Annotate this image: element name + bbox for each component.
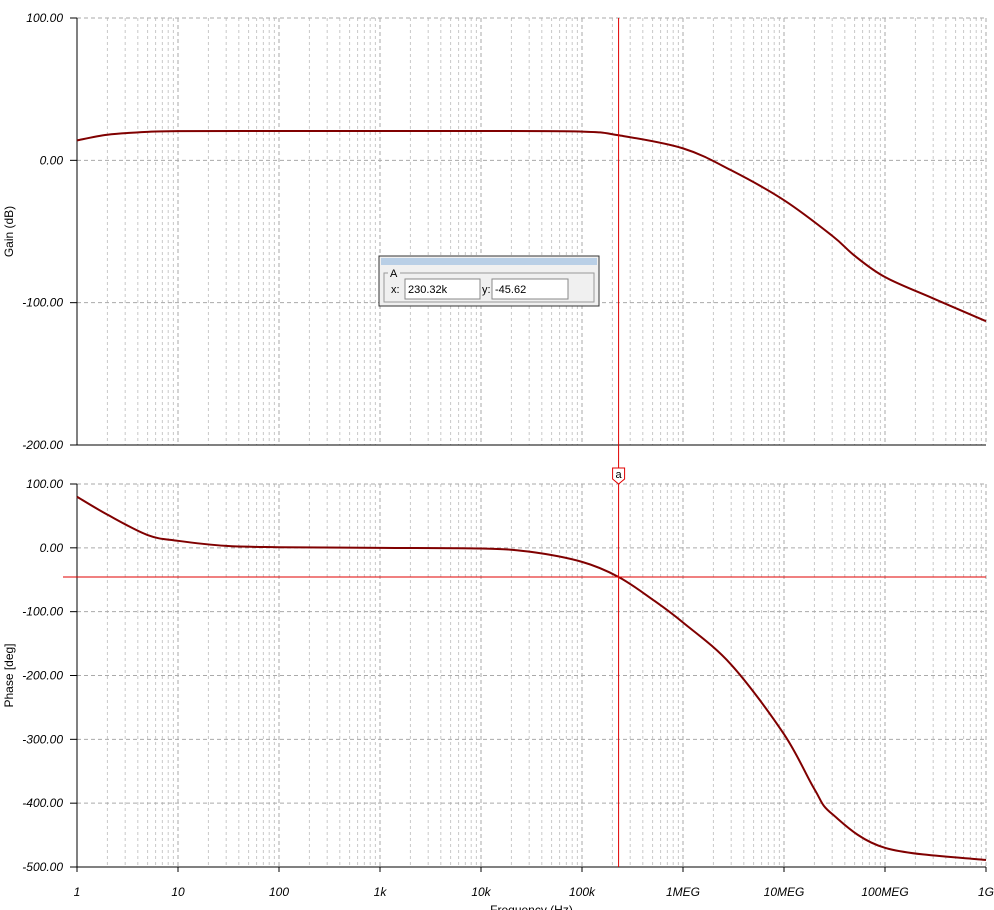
y-tick-label: -100.00 (22, 605, 63, 619)
readout-group-title: A (390, 268, 398, 280)
readout-y-value: -45.62 (495, 284, 526, 296)
y-tick-label: -300.00 (22, 732, 63, 746)
x-tick-label: 10MEG (764, 885, 805, 899)
plot-area: 1 10 100 1k 10k 100k 1MEG 10MEG 100MEG 1G 100.00 0.… (2, 477, 994, 910)
x-axis-label: Frequency (Hz) (490, 903, 573, 910)
y-tick-label: 0.00 (40, 153, 64, 167)
x-tick-label: 1 (74, 885, 81, 899)
y-tick-label: 100.00 (26, 477, 63, 491)
x-tick-label: 100MEG (861, 885, 908, 899)
x-tick-label: 100 (269, 885, 289, 899)
x-tick-label: 10 (171, 885, 185, 899)
y-axis-label: Phase [deg] (2, 643, 16, 707)
x-tick-label: 100k (569, 885, 596, 899)
x-tick-label: 10k (471, 885, 491, 899)
x-tick-label: 1MEG (666, 885, 700, 899)
y-tick-label: 0.00 (40, 541, 64, 555)
readout-y-field (491, 278, 569, 300)
y-tick-label: 100.00 (26, 11, 63, 25)
readout-x-field (404, 278, 481, 300)
readout-titlebar (381, 258, 597, 265)
plot-area: 100.00 0.00 -100.00 -200.00 Gain (dB) (2, 11, 987, 452)
readout-group-title-bg (388, 267, 400, 277)
cursor-marker (612, 467, 626, 485)
x-tick-label: 1k (374, 885, 388, 899)
cursor-marker-label: a (616, 469, 623, 481)
y-tick-label: -200.00 (22, 669, 63, 683)
curve (76, 495, 987, 861)
y-tick-label: -100.00 (22, 296, 63, 310)
readout-group (383, 272, 595, 303)
readout-y-label: y: (482, 284, 491, 296)
x-tick-label: 1G (978, 885, 994, 899)
y-tick-label: -400.00 (22, 796, 63, 810)
readout-x-value: 230.32k (408, 284, 448, 296)
y-axis-label: Gain (dB) (2, 206, 16, 257)
y-tick-label: -500.00 (22, 860, 63, 874)
readout-x-label: x: (391, 284, 400, 296)
y-tick-label: -200.00 (22, 438, 63, 452)
curve (76, 129, 987, 323)
